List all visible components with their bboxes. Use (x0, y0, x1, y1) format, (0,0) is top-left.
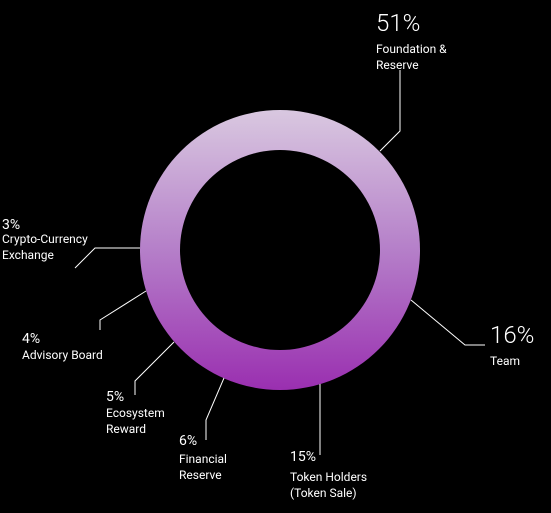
segment-pct-4: 5% (106, 388, 124, 406)
segment-pct-5: 4% (22, 330, 40, 348)
segment-pct-0: 51% (376, 8, 420, 39)
segment-pct-2: 15% (290, 448, 316, 466)
segment-label-1: Team (490, 354, 550, 370)
segment-pct-1: 16% (490, 320, 534, 351)
segment-label-5: Advisory Board (22, 348, 122, 364)
segment-label-4: Ecosystem Reward (106, 406, 186, 437)
segment-label-0: Foundation & Reserve (376, 42, 486, 73)
segment-label-2: Token Holders (Token Sale) (290, 470, 390, 501)
segment-label-3: Financial Reserve (179, 452, 249, 483)
segment-label-6: Crypto-Currency Exchange (2, 232, 112, 263)
